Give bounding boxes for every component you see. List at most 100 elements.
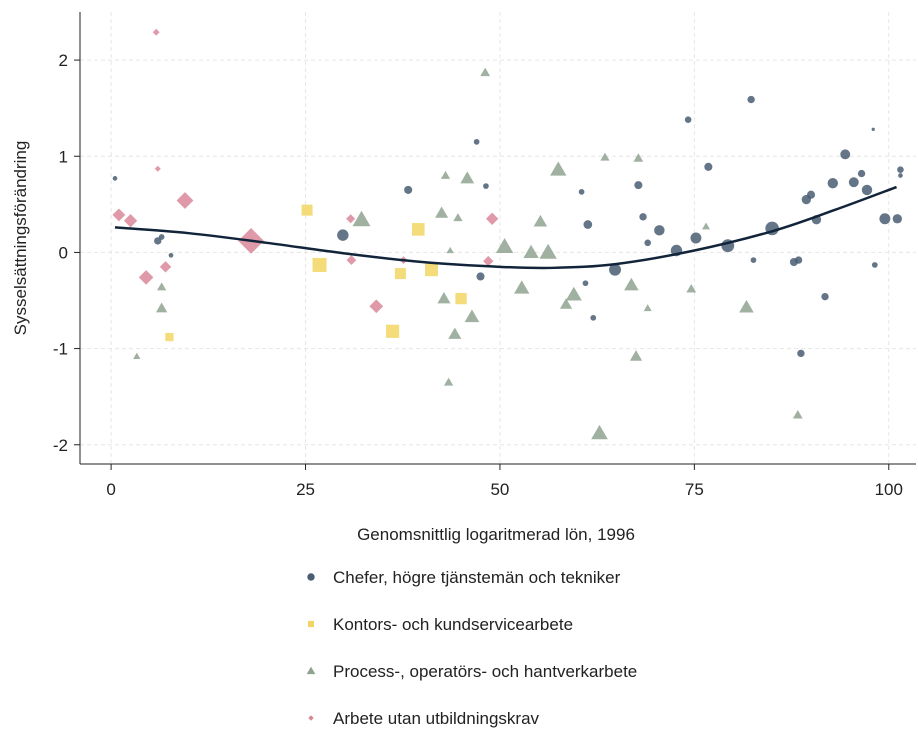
triangle-point [495,237,514,253]
circle-point [747,95,755,104]
circle-point [483,183,489,189]
legend-marker-square [307,620,315,628]
diamond-point [138,270,154,285]
triangle-point [624,277,639,291]
triangle-point [739,299,754,313]
circle-point [337,229,349,241]
diamond-point [123,214,138,228]
circle-point [871,262,878,268]
triangle-point [792,410,803,419]
circle-point [840,149,851,160]
legend: Chefer, högre tjänstemän och tekniker Kon… [306,568,637,728]
triangle-point [600,152,610,161]
circle-point [821,292,829,301]
triangle-point [565,286,582,301]
diamond-point [159,261,172,273]
circle-point [476,272,485,281]
circle-point [404,185,413,194]
circle-point [879,213,891,225]
diamond-point [483,255,494,267]
series-diamond [112,28,499,314]
triangle-point [440,170,451,179]
circle-point [634,181,643,190]
circle-point [897,166,904,174]
triangle-point [157,282,167,291]
circle-point [644,239,652,247]
triangle-point [702,222,711,230]
circle-point [861,184,873,196]
circle-point [473,138,480,145]
legend-marker-diamond [308,715,314,721]
triangle-point [437,292,451,304]
diamond-point [346,214,356,224]
triangle-point [133,352,141,359]
triangle-point [464,309,480,323]
fit-line [114,185,897,270]
tick-labels: 0 25 50 75 100 -2 -1 0 1 2 [53,51,903,499]
triangle-point [448,327,462,339]
legend-item: Arbete utan utbildningskrav [308,709,540,728]
circle-point [112,176,118,181]
legend-label: Chefer, högre tjänstemän och tekniker [333,568,621,587]
circle-point [168,252,174,258]
x-tick-label: 75 [685,480,704,499]
square-point [455,292,467,305]
circle-point [794,256,803,264]
triangle-point [460,171,475,184]
square-point [425,263,438,277]
triangle-point [629,350,643,361]
legend-item: Chefer, högre tjänstemän och tekniker [307,568,621,587]
triangle-point [550,161,567,176]
legend-item: Kontors- och kundservicearbete [307,615,573,634]
y-tick-label: -2 [53,436,68,455]
legend-item: Process-, operatörs- och hantverkarbete [306,662,637,681]
diamond-point [346,255,357,265]
legend-marker-circle [307,573,315,581]
legend-label: Kontors- och kundservicearbete [333,615,573,634]
circle-point [750,257,757,263]
diamond-point [154,165,161,172]
series-triangle [133,67,803,440]
triangle-point [643,304,652,312]
circle-point [583,220,593,229]
circle-point [684,116,692,124]
triangle-point [514,280,530,294]
circle-point [654,225,665,236]
square-point [301,204,313,216]
circle-point [898,173,903,178]
circle-point [704,162,713,171]
series-square [165,204,467,342]
data-points [112,28,904,440]
circle-point [154,237,162,245]
circle-point [158,234,165,240]
triangle-point [443,377,454,386]
triangle-point [591,424,608,440]
circle-point [690,232,702,244]
diamond-point [485,212,499,225]
x-tick-label: 0 [106,480,115,499]
square-point [386,324,400,338]
x-tick-label: 25 [296,480,315,499]
circle-point [582,280,589,287]
triangle-point [559,298,573,309]
square-point [165,332,174,342]
y-tick-label: 0 [59,243,68,262]
triangle-point [533,214,548,227]
circle-point [590,314,597,321]
square-point [394,268,406,280]
circle-point [827,177,839,189]
x-tick-label: 50 [490,480,509,499]
x-tick-label: 100 [875,480,903,499]
diamond-point [369,299,384,314]
legend-marker-triangle [306,666,316,675]
circle-point [857,169,866,178]
triangle-point [523,244,539,258]
triangle-point [155,302,168,313]
diamond-point [176,192,194,209]
x-axis-title: Genomsnittlig logaritmerad lön, 1996 [357,525,635,544]
triangle-point [352,210,371,227]
legend-label: Arbete utan utbildningskrav [333,709,540,728]
y-tick-label: 2 [59,51,68,70]
triangle-point [686,284,697,293]
legend-label: Process-, operatörs- och hantverkarbete [333,662,637,681]
